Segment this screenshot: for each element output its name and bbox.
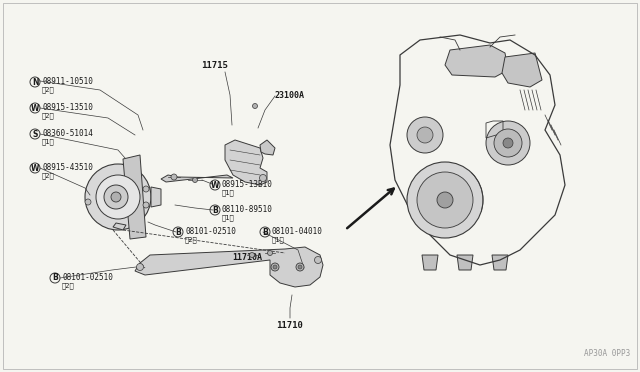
Circle shape xyxy=(104,185,128,209)
Polygon shape xyxy=(123,159,140,172)
Circle shape xyxy=(407,162,483,238)
Polygon shape xyxy=(260,140,275,155)
Polygon shape xyxy=(123,155,146,239)
Circle shape xyxy=(171,174,177,180)
Text: 23100A: 23100A xyxy=(275,90,305,99)
Text: 08915-43510: 08915-43510 xyxy=(42,163,93,171)
Circle shape xyxy=(273,265,277,269)
Circle shape xyxy=(437,192,453,208)
Text: 11710A: 11710A xyxy=(232,253,262,263)
Text: B: B xyxy=(52,273,58,282)
Polygon shape xyxy=(135,247,323,287)
Text: 〈2〉: 〈2〉 xyxy=(62,283,75,289)
Text: 〈1〉: 〈1〉 xyxy=(272,237,285,243)
Circle shape xyxy=(486,121,530,165)
Circle shape xyxy=(85,199,91,205)
Text: S: S xyxy=(32,129,38,138)
Circle shape xyxy=(271,263,279,271)
Text: W: W xyxy=(211,180,219,189)
Circle shape xyxy=(298,265,302,269)
Polygon shape xyxy=(151,187,161,207)
Text: 08110-89510: 08110-89510 xyxy=(222,205,273,214)
Circle shape xyxy=(417,172,473,228)
Circle shape xyxy=(85,164,151,230)
Text: 08915-13510: 08915-13510 xyxy=(42,103,93,112)
Text: 08101-02510: 08101-02510 xyxy=(62,273,113,282)
Text: 11715: 11715 xyxy=(202,61,228,70)
Text: 11710: 11710 xyxy=(276,321,303,330)
Polygon shape xyxy=(422,255,438,270)
Polygon shape xyxy=(457,255,473,270)
Polygon shape xyxy=(225,140,267,185)
Circle shape xyxy=(143,202,149,208)
Circle shape xyxy=(111,192,121,202)
Circle shape xyxy=(250,253,255,257)
Circle shape xyxy=(268,250,273,256)
Circle shape xyxy=(193,177,198,183)
Text: 08101-04010: 08101-04010 xyxy=(272,227,323,235)
Text: 〈1〉: 〈1〉 xyxy=(222,215,235,221)
Text: 08911-10510: 08911-10510 xyxy=(42,77,93,86)
Text: B: B xyxy=(262,228,268,237)
Text: 〈1〉: 〈1〉 xyxy=(42,139,55,145)
Circle shape xyxy=(407,117,443,153)
Circle shape xyxy=(136,263,143,270)
Text: 08360-51014: 08360-51014 xyxy=(42,128,93,138)
Text: W: W xyxy=(31,164,39,173)
Text: 08915-13B10: 08915-13B10 xyxy=(222,180,273,189)
Circle shape xyxy=(259,174,266,182)
Polygon shape xyxy=(445,45,508,77)
Polygon shape xyxy=(502,53,542,87)
Text: 08101-02510: 08101-02510 xyxy=(185,227,236,235)
Text: W: W xyxy=(31,103,39,112)
Circle shape xyxy=(503,138,513,148)
Polygon shape xyxy=(113,223,126,230)
Text: B: B xyxy=(212,205,218,215)
Circle shape xyxy=(96,175,140,219)
Text: N: N xyxy=(32,77,38,87)
Circle shape xyxy=(296,263,304,271)
Text: B: B xyxy=(175,228,181,237)
Circle shape xyxy=(494,129,522,157)
Circle shape xyxy=(253,103,257,109)
Text: 〈2〉: 〈2〉 xyxy=(42,173,55,179)
Text: 〈2〉: 〈2〉 xyxy=(42,113,55,119)
Text: AP30A 0PP3: AP30A 0PP3 xyxy=(584,349,630,358)
Circle shape xyxy=(143,186,149,192)
Polygon shape xyxy=(161,175,233,182)
Text: 〈2〉: 〈2〉 xyxy=(42,87,55,93)
Text: 〈2〉: 〈2〉 xyxy=(185,237,198,243)
Circle shape xyxy=(417,127,433,143)
Polygon shape xyxy=(492,255,508,270)
Circle shape xyxy=(314,257,321,263)
Text: 〈1〉: 〈1〉 xyxy=(222,190,235,196)
